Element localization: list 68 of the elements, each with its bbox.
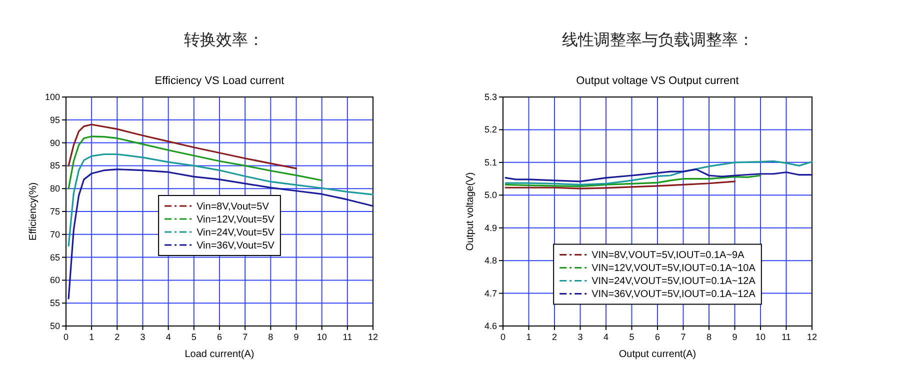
x-tick-label: 10 — [755, 332, 766, 342]
y-tick-label: 5.3 — [484, 92, 497, 102]
x-tick-label: 6 — [216, 332, 222, 342]
y-tick-label: 4.7 — [484, 288, 497, 298]
x-tick-label: 10 — [316, 332, 327, 342]
x-tick-label: 8 — [268, 332, 274, 342]
y-axis-title: Efficiency(%) — [28, 182, 39, 241]
y-tick-label: 4.9 — [484, 222, 497, 233]
line-series — [504, 180, 736, 190]
legend-label: Vin=24V,Vout=5V — [196, 228, 275, 238]
chart-subtitle: Output voltage VS Output current — [576, 75, 739, 87]
x-tick-label: 7 — [242, 332, 248, 342]
x-axis-title: Load current(A) — [184, 349, 254, 360]
x-tick-label: 8 — [706, 332, 712, 342]
x-tick-label: 12 — [806, 332, 818, 342]
y-tick-label: 4.6 — [484, 321, 497, 331]
x-tick-label: 5 — [191, 332, 196, 342]
x-tick-label: 3 — [578, 332, 583, 342]
legend-label: VIN=36V,VOUT=5V,IOUT=0.1A~12A — [592, 289, 756, 300]
x-tick-label: 1 — [89, 332, 94, 342]
x-tick-label: 2 — [114, 332, 120, 342]
y-tick-label: 5.1 — [484, 157, 497, 168]
y-tick-label: 5.0 — [484, 190, 497, 200]
legend-label: Vin=12V,Vout=5V — [196, 214, 275, 226]
y-tick-label: 55 — [50, 298, 60, 308]
x-tick-label: 0 — [500, 332, 506, 342]
line-series — [504, 174, 762, 188]
x-tick-label: 0 — [63, 332, 69, 342]
legend-label: Vin=8V,Vout=5V — [196, 202, 270, 212]
y-tick-label: 85 — [50, 160, 60, 171]
line-series — [68, 124, 298, 170]
chart-title: 线性调整率与负载调整率： — [562, 31, 754, 49]
y-tick-label: 95 — [50, 114, 60, 125]
y-tick-label: 65 — [50, 252, 60, 262]
chart-subtitle: Efficiency VS Load current — [154, 75, 284, 87]
y-tick-label: 50 — [50, 321, 60, 331]
y-tick-label: 5.2 — [484, 124, 497, 135]
x-tick-label: 11 — [342, 332, 352, 342]
x-tick-label: 9 — [294, 332, 299, 342]
legend-label: Vin=36V,Vout=5V — [196, 240, 275, 252]
legend-label: VIN=24V,VOUT=5V,IOUT=0.1A~12A — [592, 276, 756, 288]
y-tick-label: 60 — [50, 275, 60, 286]
y-tick-label: 100 — [44, 92, 60, 102]
x-tick-label: 9 — [732, 332, 738, 342]
x-tick-label: 2 — [552, 332, 558, 342]
x-tick-label: 4 — [603, 332, 609, 342]
y-tick-label: 90 — [50, 138, 60, 148]
legend-label: VIN=12V,VOUT=5V,IOUT=0.1A~10A — [592, 263, 756, 274]
x-tick-label: 6 — [654, 332, 660, 342]
x-tick-label: 11 — [782, 332, 791, 342]
y-axis-title: Output voltage(V) — [465, 172, 476, 251]
legend-label: VIN=8V,VOUT=5V,IOUT=0.1A~9A — [592, 250, 745, 262]
x-tick-label: 3 — [140, 332, 146, 342]
y-tick-label: 80 — [50, 184, 60, 194]
x-axis-title: Output current(A) — [618, 349, 696, 360]
line-series — [68, 136, 323, 190]
line-series — [68, 168, 374, 300]
y-tick-label: 70 — [50, 229, 60, 240]
line-series — [504, 160, 813, 186]
x-tick-label: 7 — [680, 332, 686, 342]
x-tick-label: 5 — [629, 332, 634, 342]
line-series — [504, 168, 813, 182]
chart-title: 转换效率： — [184, 31, 264, 49]
y-tick-label: 75 — [50, 206, 60, 216]
x-tick-label: 4 — [166, 332, 171, 342]
y-tick-label: 4.8 — [484, 256, 497, 266]
x-tick-label: 1 — [526, 332, 532, 342]
x-tick-label: 12 — [368, 332, 378, 342]
